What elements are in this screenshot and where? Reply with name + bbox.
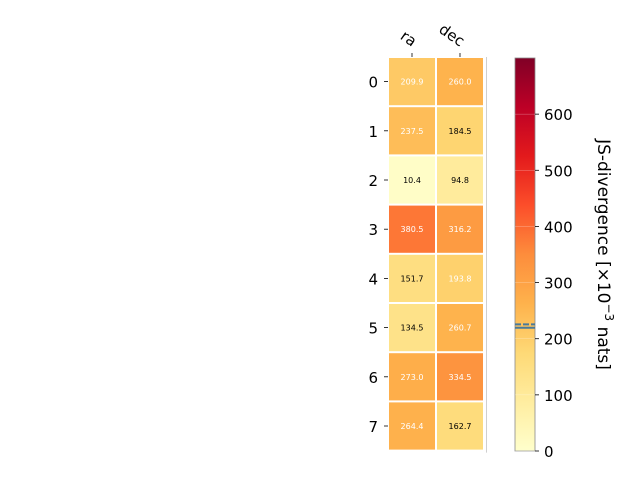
row-label: 4: [368, 270, 378, 288]
colorbar-gradient: [514, 57, 536, 452]
cell-value-label: 151.7: [401, 274, 424, 283]
row-label: 6: [368, 369, 378, 387]
cell-value-label: 94.8: [451, 176, 469, 185]
column-labels: ra dec: [397, 20, 468, 57]
heatmap-cell: [389, 156, 435, 204]
heatmap-cell: [389, 58, 435, 106]
colorbar: 0 100 200 300 400 500 600 JS-divergence [×10−3 …: [514, 57, 616, 461]
colorbar-tick-label: 400: [544, 218, 573, 236]
colorbar-tick-label: 0: [544, 443, 554, 461]
heatmap-cell: [437, 58, 483, 106]
heatmap-cell: [437, 353, 483, 401]
heatmap-cell: [389, 254, 435, 302]
heatmap-cell: [389, 402, 435, 450]
colorbar-tick-label: 300: [544, 275, 573, 293]
cell-value-label: 184.5: [449, 127, 472, 136]
row-labels: 0 1 2 3 4 5 6 7: [368, 74, 388, 436]
cell-value-label: 260.0: [449, 78, 472, 87]
heatmap-cell: [437, 304, 483, 352]
heatmap-cell: [437, 107, 483, 155]
cell-value-label: 264.4: [401, 422, 424, 431]
heatmap-cell: [389, 107, 435, 155]
cell-value-label: 10.4: [403, 176, 421, 185]
cell-value-label: 134.5: [401, 324, 424, 333]
row-label: 1: [368, 123, 378, 141]
heatmap-cell: [437, 156, 483, 204]
heatmap-cell: [389, 353, 435, 401]
colorbar-tick-label: 100: [544, 387, 573, 405]
cell-value-label: 334.5: [449, 373, 472, 382]
row-label: 7: [368, 418, 378, 436]
cell-value-label: 260.7: [449, 324, 472, 333]
column-label: ra: [397, 27, 420, 51]
heatmap-cell: [437, 254, 483, 302]
heatmap-cell: [437, 402, 483, 450]
cell-value-label: 380.5: [401, 225, 424, 234]
cell-value-label: 316.2: [449, 225, 472, 234]
heatmap-cell: [389, 304, 435, 352]
cell-value-label: 273.0: [401, 373, 424, 382]
row-label: 2: [368, 172, 378, 190]
colorbar-tick-label: 500: [544, 162, 573, 180]
cell-value-label: 237.5: [401, 127, 424, 136]
row-label: 0: [368, 74, 378, 92]
cell-value-label: 162.7: [449, 422, 472, 431]
cell-value-label: 193.8: [449, 274, 472, 283]
colorbar-tick-label: 200: [544, 331, 573, 349]
column-label: dec: [436, 20, 468, 50]
cell-value-label: 209.9: [401, 78, 424, 87]
colorbar-label: JS-divergence [×10−3 nats]: [593, 138, 616, 370]
heatmap-cells: 209.9 260.0 237.5 184.5 10.4 94.8 380.5 316.2 15…: [389, 57, 487, 453]
row-label: 3: [368, 221, 378, 239]
heatmap-cell: [389, 205, 435, 253]
heatmap-cell: [437, 205, 483, 253]
colorbar-tick-label: 600: [544, 106, 573, 124]
row-label: 5: [368, 320, 378, 338]
